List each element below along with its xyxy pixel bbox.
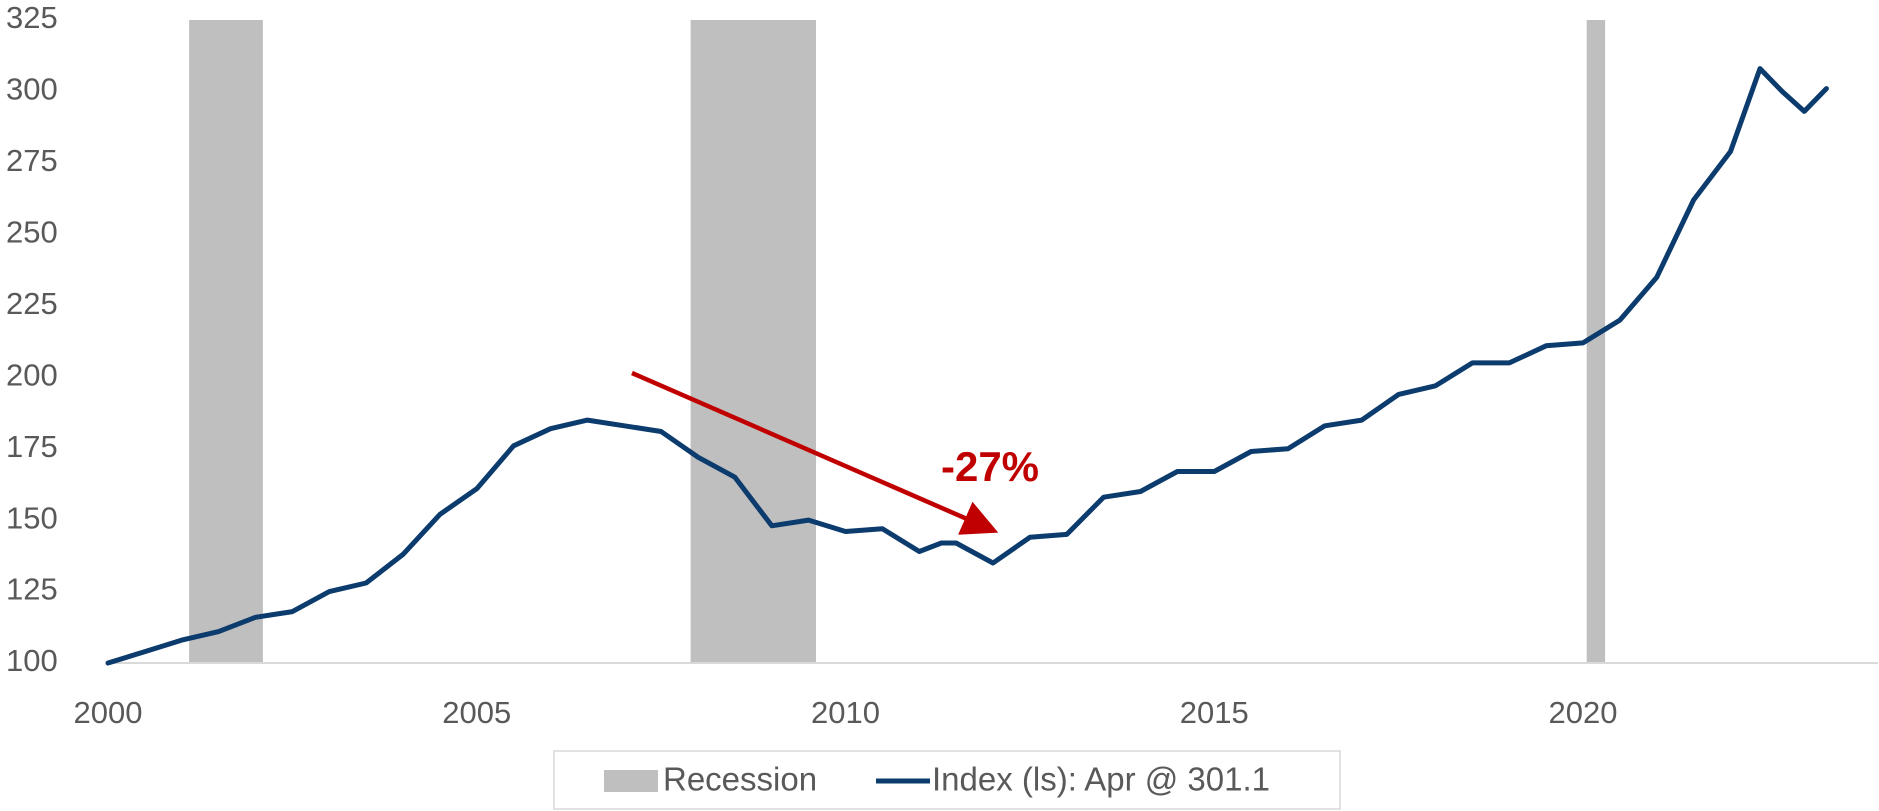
y-tick-label: 275 [6, 143, 58, 178]
recession-band [189, 20, 263, 663]
y-tick-label: 200 [6, 357, 58, 392]
legend-label: Recession [663, 761, 817, 798]
x-tick-label: 2020 [1549, 695, 1618, 730]
y-tick-label: 225 [6, 286, 58, 321]
y-tick-label: 300 [6, 72, 58, 107]
y-tick-label: 175 [6, 429, 58, 464]
y-tick-label: 250 [6, 215, 58, 250]
annotation: -27% [941, 443, 1039, 490]
y-tick-label: 325 [6, 0, 58, 35]
legend-swatch [604, 770, 658, 792]
recession-band [690, 20, 816, 663]
y-tick-label: 150 [6, 500, 58, 535]
annotation-arrow [631, 370, 999, 535]
x-tick-label: 2005 [442, 695, 511, 730]
y-tick-label: 100 [6, 643, 58, 678]
x-tick-label: 2000 [74, 695, 143, 730]
y-tick-label: 125 [6, 572, 58, 607]
legend-label: Index (ls): Apr @ 301.1 [932, 761, 1270, 798]
x-tick-label: 2010 [811, 695, 880, 730]
recession-band [1586, 20, 1606, 663]
x-tick-label: 2015 [1180, 695, 1249, 730]
legend-box [553, 750, 1341, 810]
index-line [105, 66, 1829, 666]
